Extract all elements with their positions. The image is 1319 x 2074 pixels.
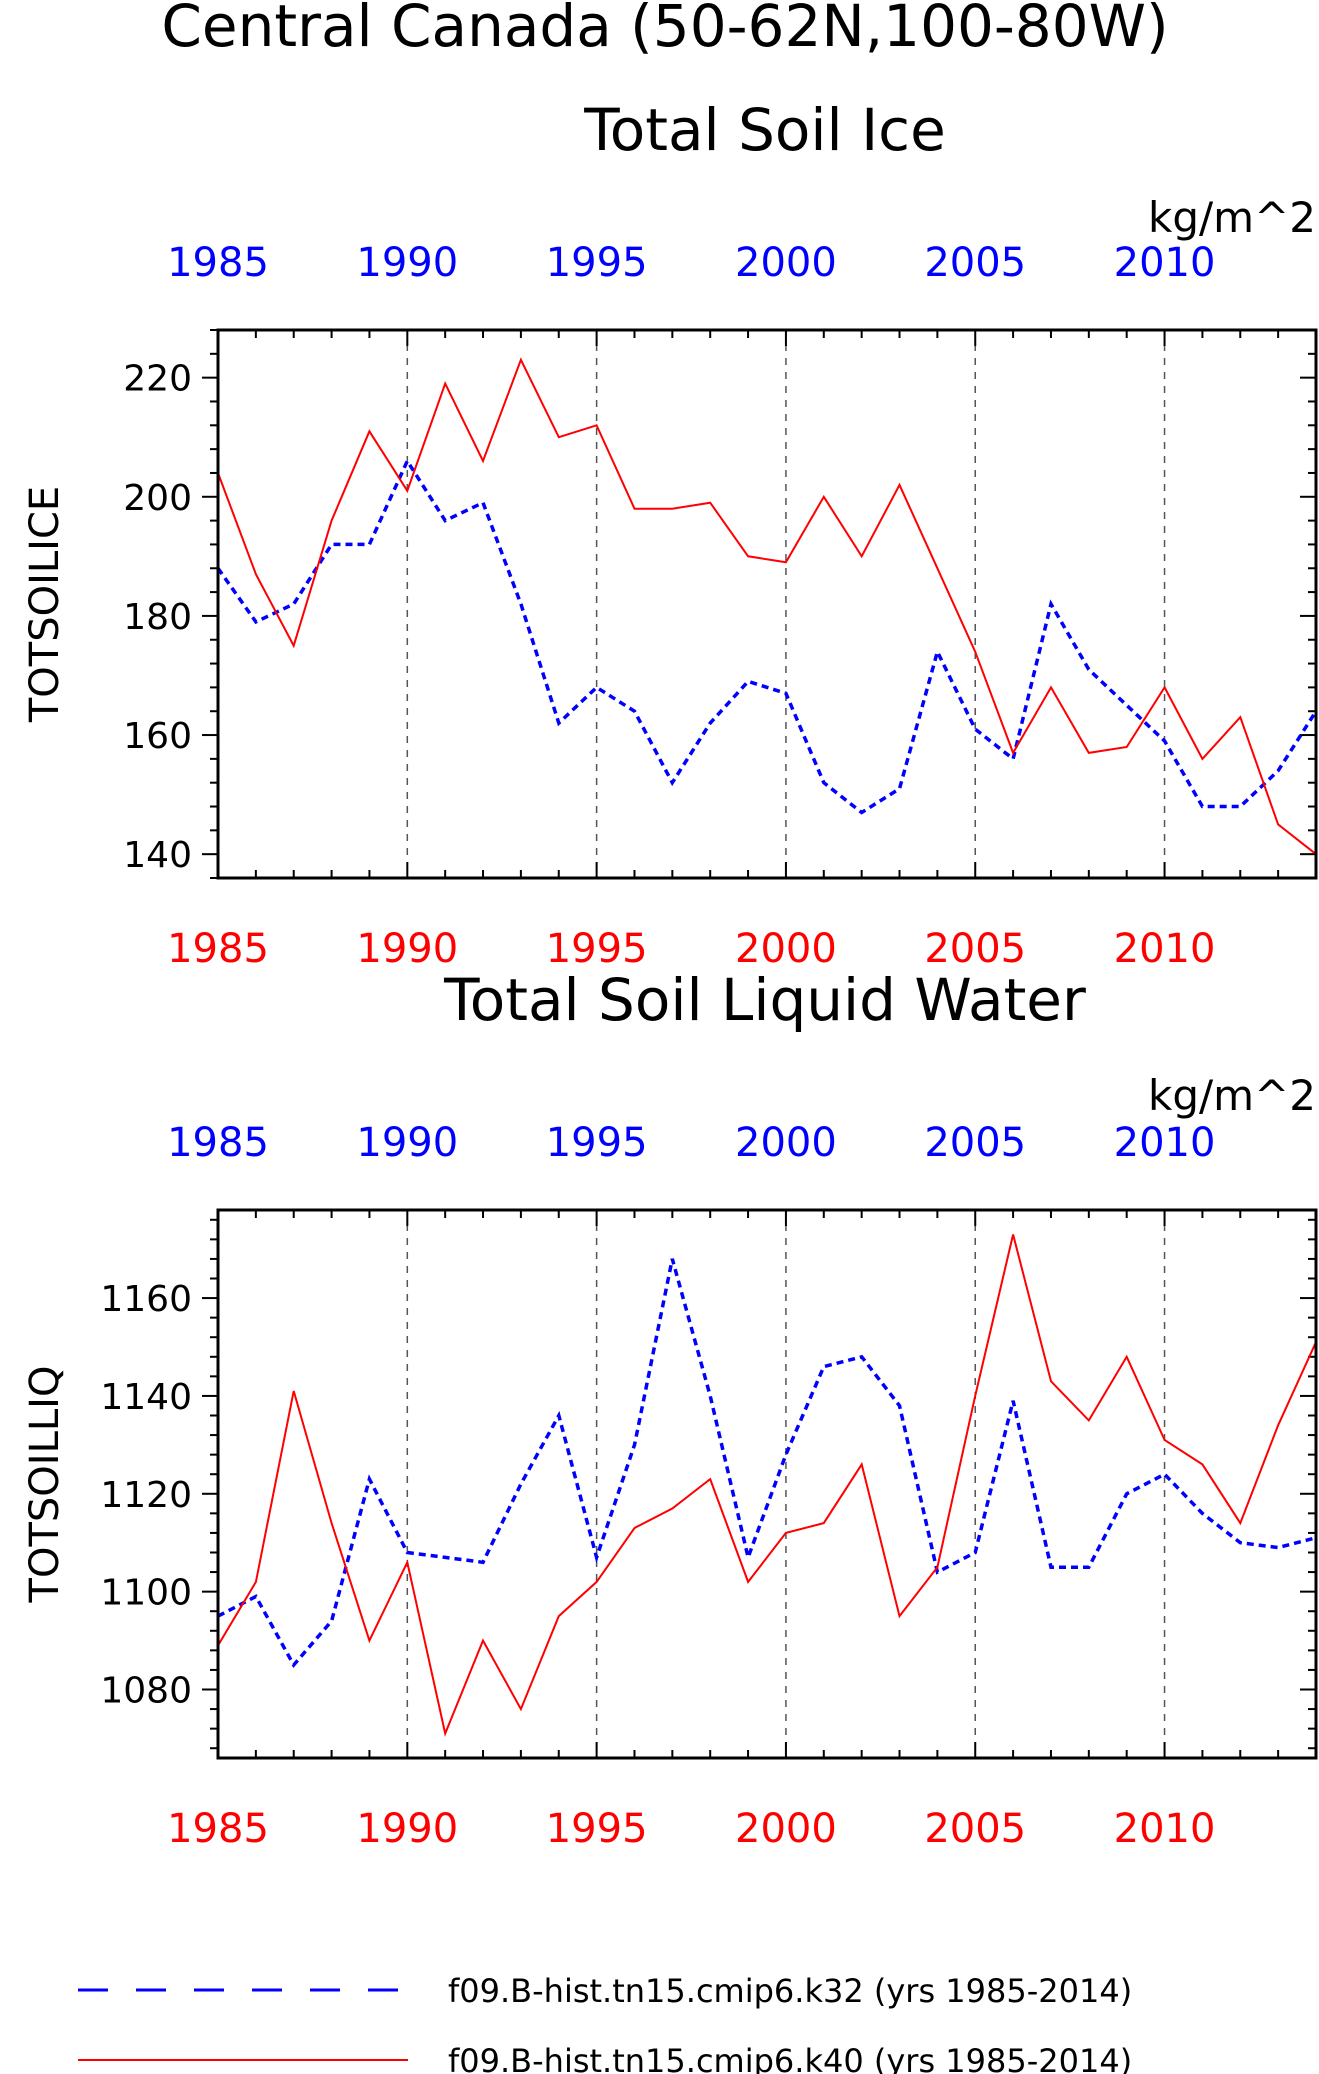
x-tick-label-top: 2010: [1114, 1120, 1216, 1166]
x-tick-label-top: 1985: [167, 1120, 269, 1166]
x-tick-label-bottom: 2000: [735, 926, 837, 972]
x-tick-label-top: 2000: [735, 1120, 837, 1166]
y-tick-label: 1140: [100, 1377, 192, 1418]
y-tick-label: 1100: [100, 1573, 192, 1614]
x-tick-label-top: 2005: [924, 240, 1026, 286]
x-tick-label-top: 1995: [546, 240, 648, 286]
y-axis-label: TOTSOILICE: [22, 486, 68, 723]
figure-title: Central Canada (50-62N,100-80W): [161, 0, 1168, 60]
panel-title: Total Soil Liquid Water: [443, 966, 1086, 1034]
x-tick-label-bottom: 2010: [1114, 926, 1216, 972]
x-tick-label-top: 1990: [356, 1120, 458, 1166]
x-tick-label-bottom: 1995: [546, 926, 648, 972]
legend-label-k32: f09.B-hist.tn15.cmip6.k32 (yrs 1985-2014…: [448, 1972, 1132, 2010]
x-tick-label-bottom: 1990: [356, 926, 458, 972]
x-tick-label-top: 2010: [1114, 240, 1216, 286]
x-tick-label-bottom: 1985: [167, 926, 269, 972]
x-tick-label-top: 2000: [735, 240, 837, 286]
y-tick-label: 1160: [100, 1279, 192, 1320]
y-tick-label: 220: [123, 359, 192, 400]
x-tick-label-bottom: 2005: [924, 926, 1026, 972]
x-tick-label-top: 1990: [356, 240, 458, 286]
x-tick-label-top: 1985: [167, 240, 269, 286]
x-tick-label-bottom: 2005: [924, 1806, 1026, 1852]
x-tick-label-bottom: 1985: [167, 1806, 269, 1852]
x-tick-label-top: 1995: [546, 1120, 648, 1166]
x-tick-label-bottom: 2000: [735, 1806, 837, 1852]
legend: f09.B-hist.tn15.cmip6.k32 (yrs 1985-2014…: [78, 1972, 1132, 2074]
legend-label-k40: f09.B-hist.tn15.cmip6.k40 (yrs 1985-2014…: [448, 2042, 1132, 2074]
x-tick-label-bottom: 1990: [356, 1806, 458, 1852]
y-axis-label: TOTSOILLIQ: [22, 1366, 68, 1604]
y-tick-label: 1120: [100, 1475, 192, 1516]
x-tick-label-bottom: 1995: [546, 1806, 648, 1852]
x-tick-label-top: 2005: [924, 1120, 1026, 1166]
panel-title: Total Soil Ice: [583, 96, 946, 164]
y-tick-label: 200: [123, 478, 192, 519]
series-line-k32: [218, 457, 1316, 815]
soil-ice-panel: Total Soil Ice kg/m^2 TOTSOILICE 140 160 180 2…: [22, 96, 1318, 972]
units-label: kg/m^2: [1148, 193, 1316, 242]
y-tick-label: 160: [123, 716, 192, 757]
y-tick-label: 140: [123, 835, 192, 876]
x-tick-label-bottom: 2010: [1114, 1806, 1216, 1852]
y-tick-label: 1080: [100, 1671, 192, 1712]
soil-liquid-panel: Total Soil Liquid Water kg/m^2 TOTSOILLIQ 1…: [22, 966, 1318, 1852]
series-line-k32: [218, 1258, 1316, 1669]
units-label: kg/m^2: [1148, 1071, 1316, 1120]
plot-frame: [216, 328, 1318, 880]
series-line-k40: [218, 357, 1316, 855]
series-line-k40: [218, 1234, 1316, 1737]
y-tick-label: 180: [123, 597, 192, 638]
plot-frame: [216, 1208, 1318, 1760]
